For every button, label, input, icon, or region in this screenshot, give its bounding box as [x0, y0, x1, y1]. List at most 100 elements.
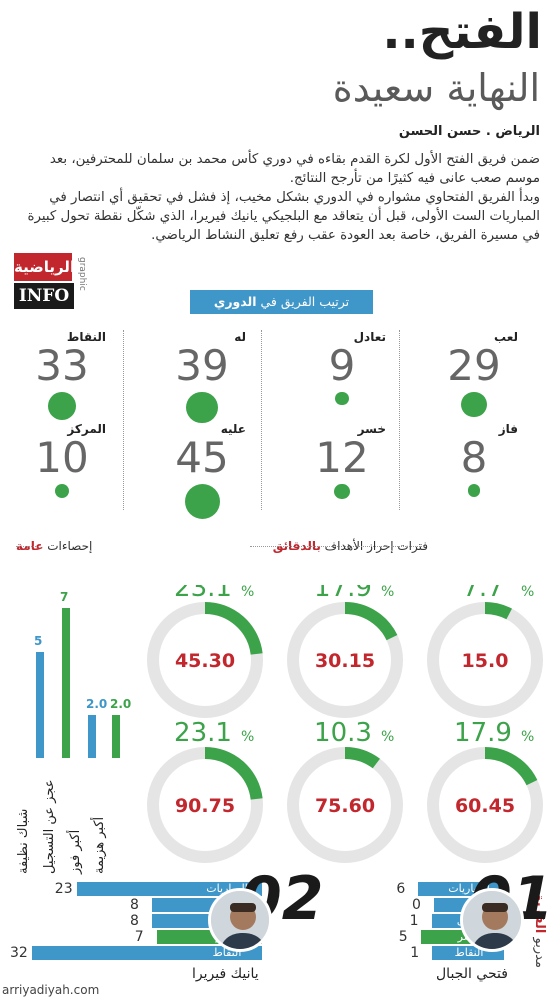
ranking-stat-value: 12: [315, 433, 369, 482]
goal-periods-rule: [250, 546, 424, 547]
ranking-stat-value: 8: [460, 433, 488, 482]
ranking-stat-dot: [48, 392, 76, 420]
coach-stat-value: 0: [412, 897, 421, 913]
article-paragraph-2: وبدأ الفريق الفتحاوي مشواره في الدوري بش…: [27, 190, 540, 243]
ring-minutes-label: 75.60: [315, 795, 375, 817]
logo-bottom-text: INFO: [14, 283, 74, 309]
coach-card-1: المباريات6فاز0تعادل1خسر5النقاط101فتحي ال…: [300, 864, 552, 986]
ring-percent: 10.3: [314, 718, 372, 748]
ring-minutes-label: 30.15: [315, 650, 375, 672]
general-stats-header: إحصاءات عامة: [16, 535, 92, 557]
ring-percent-symbol: %: [241, 729, 254, 745]
coach-stat-value: 8: [130, 897, 139, 913]
ranking-stat-dot: [186, 392, 218, 424]
coach-stat-track: [156, 930, 192, 944]
ring-percent-symbol: %: [241, 585, 254, 600]
coaches-label-bold: الفريق: [532, 890, 547, 934]
coach-stat-track: [432, 946, 434, 960]
general-stats-title-prefix: إحصاءات: [47, 539, 93, 553]
ranking-stat: لعب 29: [424, 330, 524, 418]
coach-stat-value: 23: [54, 881, 73, 897]
page-subtitle: النهاية سعيدة: [332, 66, 540, 110]
ring-arc: [427, 602, 543, 718]
person-icon: [211, 891, 269, 949]
coach-stat-track: [420, 930, 434, 944]
ranking-stat-label: له: [234, 330, 246, 344]
coach-stat-value: 1: [410, 945, 420, 961]
ranking-stat-label: لعب: [494, 330, 518, 344]
ranking-stat-value: 10: [35, 433, 89, 482]
ring-arc: [287, 747, 403, 863]
general-stat-value: 2.0: [110, 696, 132, 711]
logo-top-text: الرياضية: [14, 253, 75, 281]
article-paragraph-1: ضمن فريق الفتح الأول لكرة القدم بقاءه في…: [49, 152, 540, 186]
ring-arc: [427, 747, 543, 863]
ranking-title-bold: الدوري: [213, 294, 257, 309]
coach-card-2: المباريات23فاز8تعادل8خسر7النقاط3202يانيك…: [4, 864, 324, 986]
ranking-header: ترتيب الفريق في الدوري: [190, 290, 373, 314]
ring-minutes-label: 60.45: [455, 795, 515, 817]
ranking-title-prefix: ترتيب الفريق في: [260, 294, 350, 309]
coach-stat-track: [32, 946, 192, 960]
ring-percent: 7.7: [462, 585, 503, 603]
ring-percent-symbol: %: [381, 729, 394, 745]
ranking-stat-dot: [55, 484, 69, 498]
general-stat-bar: [112, 714, 120, 758]
ring-percent-symbol: %: [521, 585, 534, 600]
coach-stat-value: 32: [10, 945, 28, 961]
ranking-grid: لعب 29 تعادل 9 له 39 النقاط 33 فاز 8 خسر 12 عليه 45 ال…: [0, 330, 552, 520]
ranking-stat-value: 9: [328, 341, 356, 390]
general-stats-rule: [16, 546, 36, 547]
logo-side-text: graphic: [77, 257, 87, 291]
coach-stat-value: 6: [396, 881, 406, 897]
ring-arc: [147, 747, 263, 863]
goal-period-rings: 15.0 7.7 % 30.15 17.9 % 45.30 23.1 % 60.45 17.9 % 75…: [147, 585, 543, 863]
ring-percent: 17.9: [454, 718, 512, 748]
coach-stat-value: 7: [134, 929, 144, 945]
general-stat-label: أكبر فوز: [68, 829, 83, 874]
article-body: ضمن فريق الفتح الأول لكرة القدم بقاءه في…: [15, 150, 540, 245]
byline: الرياض . حسن الحسن: [398, 124, 540, 139]
ranking-stat: فاز 8: [424, 422, 524, 510]
general-stats-bars: 5 شباك نظيفة 7 عجز عن التسجيل 2.0 أكبر فوز 2.0…: [8, 580, 131, 875]
general-stat-label: عجز عن التسجيل: [42, 779, 57, 875]
general-stat-label: شباك نظيفة: [16, 808, 31, 874]
ranking-stat-label: النقاط: [66, 330, 106, 344]
ring-center: [439, 759, 531, 851]
coach-stat-track: [418, 882, 434, 896]
ranking-separator: [123, 330, 124, 510]
ring-percent-symbol: %: [521, 729, 534, 745]
coach-stat-track: [431, 914, 434, 928]
footer-url: arriyadiyah.com: [2, 983, 100, 997]
ranking-stat-dot: [334, 484, 350, 500]
ranking-stat-label: عليه: [220, 422, 246, 436]
ranking-stat-label: المركز: [67, 422, 106, 436]
person-icon: [463, 891, 521, 949]
ranking-separator: [399, 330, 400, 510]
ring-center: [299, 759, 391, 851]
coach-avatar: [208, 888, 272, 952]
page-title: الفتح..: [382, 4, 542, 60]
ring-arc: [147, 602, 263, 718]
ring-percent-symbol: %: [381, 585, 394, 600]
ranking-stat: عليه 45: [152, 422, 252, 519]
general-stat-label: أكبر هزيمة: [92, 816, 107, 874]
ring-center: [299, 614, 391, 706]
ring-arc: [287, 602, 403, 718]
coach-stat-value: 1: [409, 913, 419, 929]
brand-logo: الرياضية INFO graphic: [14, 253, 94, 319]
ring-center: [439, 614, 531, 706]
ring-center: [159, 614, 251, 706]
general-stat-bar: [62, 608, 70, 758]
ranking-stat-label: فاز: [498, 422, 518, 436]
coach-avatar: [460, 888, 524, 952]
ranking-stat-value: 29: [447, 341, 501, 390]
ranking-stat: المركز 10: [12, 422, 112, 510]
general-stat-value: 5: [34, 633, 43, 648]
ring-minutes-label: 15.0: [462, 650, 509, 672]
ranking-stat-value: 33: [35, 341, 89, 390]
ranking-stat-value: 45: [175, 433, 229, 482]
ranking-stat-label: خسر: [357, 422, 386, 436]
ranking-stat-dot: [467, 484, 481, 497]
general-stat-bar: [88, 714, 96, 758]
